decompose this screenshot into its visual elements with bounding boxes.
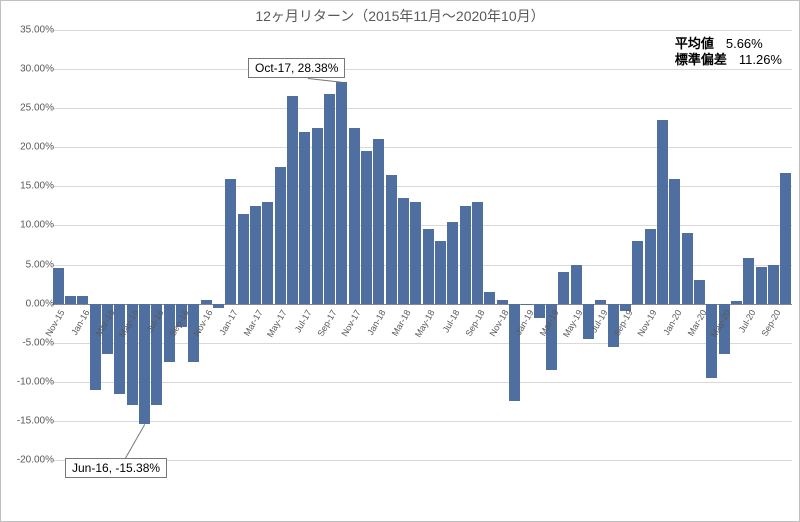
bar — [756, 267, 767, 304]
bar — [447, 222, 458, 304]
y-tick-label: -15.00% — [8, 415, 54, 426]
bar — [669, 179, 680, 304]
bar — [706, 304, 717, 378]
bar — [53, 268, 64, 303]
callout: Jun-16, -15.38% — [65, 458, 167, 478]
bar — [521, 304, 532, 305]
bar — [373, 139, 384, 303]
bar — [780, 173, 791, 304]
bar — [275, 167, 286, 304]
stat-std-value: 11.26% — [739, 52, 782, 68]
callout: Oct-17, 28.38% — [248, 58, 345, 78]
bar — [213, 304, 224, 308]
bar — [90, 304, 101, 390]
stat-std-label: 標準偏差 — [675, 52, 727, 68]
bar — [386, 175, 397, 304]
bar — [509, 304, 520, 402]
grid-line — [52, 225, 792, 226]
bar — [201, 300, 212, 304]
bar — [349, 128, 360, 304]
grid-line — [52, 382, 792, 383]
bar — [645, 229, 656, 303]
bar — [768, 265, 779, 304]
bar — [534, 304, 545, 318]
y-tick-label: 35.00% — [8, 25, 54, 36]
bar — [657, 120, 668, 304]
bar — [694, 280, 705, 303]
bar — [410, 202, 421, 304]
y-tick-label: 0.00% — [8, 298, 54, 309]
y-tick-label: -5.00% — [8, 337, 54, 348]
grid-line — [52, 30, 792, 31]
plot-area — [52, 30, 792, 460]
bar — [114, 304, 125, 394]
grid-line — [52, 421, 792, 422]
bar — [324, 94, 335, 304]
bar — [595, 300, 606, 304]
bar — [484, 292, 495, 304]
stats-box: 平均値 5.66% 標準偏差 11.26% — [675, 36, 782, 69]
y-tick-label: 15.00% — [8, 181, 54, 192]
bar — [435, 241, 446, 304]
y-tick-label: 5.00% — [8, 259, 54, 270]
y-tick-label: -10.00% — [8, 376, 54, 387]
bar — [497, 300, 508, 304]
bar — [225, 179, 236, 304]
bar — [558, 272, 569, 303]
bar — [361, 151, 372, 303]
bar — [312, 128, 323, 304]
grid-line — [52, 69, 792, 70]
bar — [398, 198, 409, 304]
bar — [250, 206, 261, 304]
bar — [65, 296, 76, 304]
chart-title: 12ヶ月リターン（2015年11月～2020年10月） — [0, 6, 800, 26]
bar — [472, 202, 483, 304]
y-tick-label: 20.00% — [8, 142, 54, 153]
bar — [238, 214, 249, 304]
bar — [571, 265, 582, 304]
bar-chart: 12ヶ月リターン（2015年11月～2020年10月） 平均値 5.66% 標準… — [0, 0, 800, 522]
grid-line — [52, 108, 792, 109]
y-tick-label: -20.00% — [8, 455, 54, 466]
bar — [262, 202, 273, 304]
bar — [77, 296, 88, 304]
y-tick-label: 30.00% — [8, 64, 54, 75]
bar — [287, 96, 298, 303]
bar — [460, 206, 471, 304]
bar — [743, 258, 754, 303]
grid-line — [52, 186, 792, 187]
stat-mean-value: 5.66% — [726, 36, 763, 52]
bar — [336, 82, 347, 304]
bar — [632, 241, 643, 304]
bar — [423, 229, 434, 303]
bar — [682, 233, 693, 303]
bar — [731, 301, 742, 303]
y-tick-label: 25.00% — [8, 103, 54, 114]
grid-line — [52, 147, 792, 148]
y-tick-label: 10.00% — [8, 220, 54, 231]
stat-mean-label: 平均値 — [675, 36, 714, 52]
bar — [299, 132, 310, 304]
